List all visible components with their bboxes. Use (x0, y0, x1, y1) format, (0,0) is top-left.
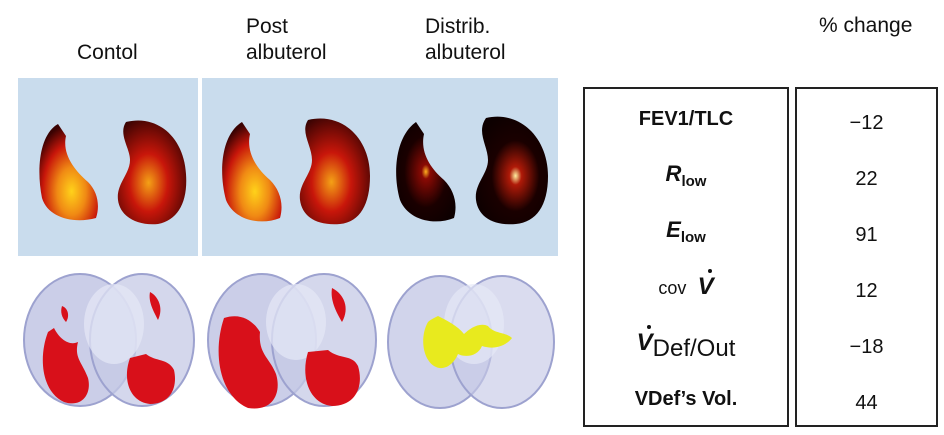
ventilation-image-distrib-albuterol (382, 78, 558, 256)
column-header-line2: albuterol (425, 41, 506, 64)
defect-region (305, 350, 360, 406)
metric-cov-v: cov V (585, 259, 787, 315)
metric-main: V (636, 325, 653, 356)
rendering-distrib-svg (387, 275, 555, 409)
rendering-distrib-albuterol (382, 262, 558, 417)
left-lung (39, 124, 98, 221)
defect-region (126, 354, 175, 404)
ventilation-image-distrib-svg (396, 116, 548, 225)
metric-label: FEV1/TLC (638, 107, 734, 130)
metric-main: V (697, 269, 714, 300)
metric-label: VDef’s Vol. (634, 387, 738, 410)
rendering-control (18, 262, 198, 417)
metric-label: Rlow (666, 161, 707, 190)
defect-region (423, 316, 512, 369)
metric-e-low: Elow (585, 203, 787, 259)
change-column: −12 22 91 12 −18 44 (795, 87, 938, 427)
right-lung (299, 118, 370, 225)
right-lung (475, 116, 548, 225)
column-header-line2: Contol (77, 41, 138, 64)
metrics-table: FEV1/TLC Rlow Elow cov V VDef/Out VDef’s… (583, 87, 938, 427)
metric-label: VDef/Out (636, 325, 735, 362)
column-header-control: Contol (77, 14, 138, 66)
metric-label: Elow (666, 217, 706, 246)
change-value: −12 (849, 111, 884, 134)
metric-fev1-tlc: FEV1/TLC (585, 91, 787, 147)
right-lung (117, 120, 187, 225)
metric-sub: low (681, 172, 707, 190)
change-value: 91 (855, 223, 878, 246)
column-header-line1: Distrib. (425, 15, 491, 38)
column-header-distrib-albuterol: Distrib. albuterol (425, 14, 506, 66)
metric-v-def-out: VDef/Out (585, 315, 787, 371)
column-header-line1 (77, 14, 138, 40)
metric-vdef-vol: VDef’s Vol. (585, 371, 787, 427)
ventilation-image-post-albuterol (202, 78, 382, 256)
metric-sub: low (680, 228, 706, 246)
ventilation-image-control (18, 78, 198, 256)
percent-change-header: % change (819, 14, 913, 37)
column-header-line2: albuterol (246, 41, 327, 64)
left-lung (222, 122, 282, 222)
metric-column: FEV1/TLC Rlow Elow cov V VDef/Out VDef’s… (583, 87, 789, 427)
rendering-post-albuterol (202, 262, 382, 417)
metric-r-low: Rlow (585, 147, 787, 203)
column-header-post-albuterol: Post albuterol (246, 14, 327, 66)
metric-suffix: Def/Out (652, 335, 736, 362)
change-value: −18 (849, 335, 884, 358)
metric-prefix: cov (658, 278, 687, 298)
rendering-post-svg (207, 273, 377, 409)
change-value: 44 (855, 391, 878, 414)
metric-label: cov V (658, 269, 714, 301)
metric-main: R (665, 160, 682, 186)
defect-region (42, 328, 89, 404)
left-lung (396, 122, 456, 222)
change-value: 12 (855, 279, 878, 302)
defect-region (218, 316, 278, 409)
rendering-control-svg (23, 273, 195, 407)
ventilation-image-control-svg (39, 120, 187, 225)
column-header-line1: Post (246, 15, 289, 38)
metric-main: E (666, 216, 681, 242)
ventilation-image-post-svg (222, 118, 370, 225)
change-value: 22 (855, 167, 878, 190)
